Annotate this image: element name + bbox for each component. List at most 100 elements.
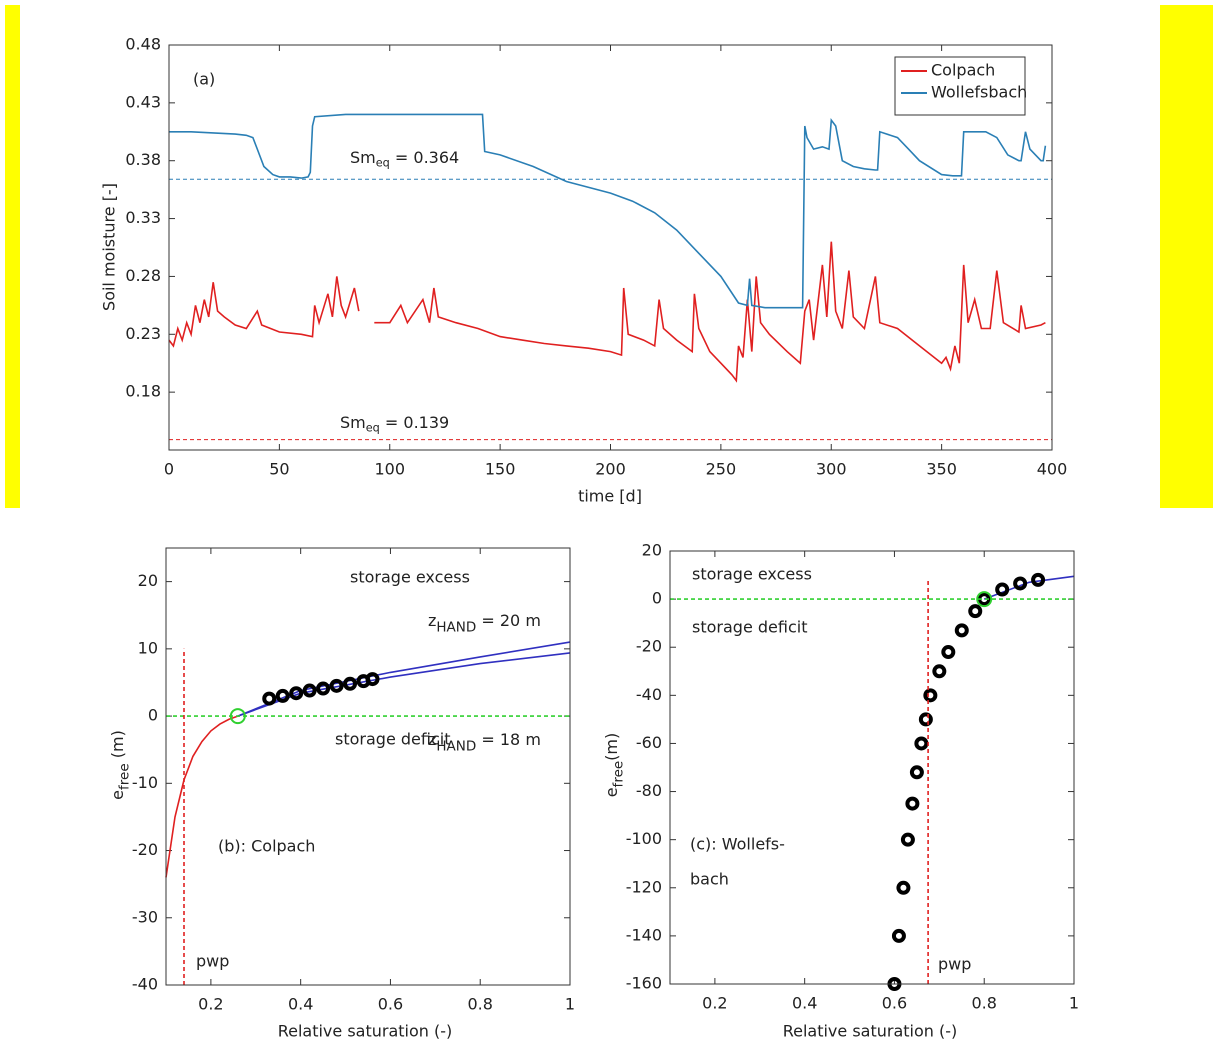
y-tick-label: 0	[652, 589, 662, 608]
series-line	[165, 715, 239, 878]
annotation: storage excess	[692, 565, 812, 584]
annotation: (b): Colpach	[218, 837, 315, 856]
marker	[262, 691, 277, 706]
legend-box	[894, 56, 1026, 116]
y-tick-label: 0.28	[125, 266, 161, 285]
x-tick-label: 400	[1037, 460, 1068, 479]
annotation-sub: HAND	[436, 619, 476, 635]
marker	[896, 880, 911, 895]
annotation: zHAND = 18 m	[428, 730, 541, 755]
annotation: zHAND = 20 m	[428, 611, 541, 636]
marker	[343, 676, 358, 691]
marker	[1013, 576, 1028, 591]
plot-frame	[168, 44, 1053, 451]
marker	[954, 623, 969, 638]
annotation-main: z	[428, 611, 436, 630]
y-tick-label: -160	[626, 974, 662, 993]
reference-label-main: Sm	[340, 413, 366, 432]
plot-frame	[669, 550, 1075, 985]
annotation: storage excess	[350, 568, 470, 587]
marker	[302, 683, 317, 698]
x-tick-label: 100	[374, 460, 405, 479]
annotation: storage deficit	[692, 618, 807, 637]
x-tick-label: 0.8	[971, 994, 996, 1013]
y-axis-label: Soil moisture [-]	[100, 183, 119, 311]
marker	[900, 832, 915, 847]
marker	[891, 928, 906, 943]
x-tick-label: 350	[926, 460, 957, 479]
reference-label: Smeq = 0.364	[350, 148, 459, 170]
annotation-tail: = 20 m	[476, 611, 541, 630]
x-tick-label: 0.6	[378, 995, 403, 1014]
x-tick-label: 1	[565, 995, 575, 1014]
legend-label: Wollefsbach	[931, 83, 1027, 102]
y-tick-label: -10	[132, 773, 158, 792]
annotation-tail: = 18 m	[476, 730, 541, 749]
marker	[918, 712, 933, 727]
x-axis-label: time [d]	[578, 487, 642, 506]
marker	[995, 582, 1010, 597]
y-axis-label-tail: (m)	[602, 733, 621, 761]
panel-label: (a)	[193, 70, 215, 89]
y-tick-label: -100	[626, 829, 662, 848]
y-tick-label: -120	[626, 877, 662, 896]
y-tick-label: -140	[626, 925, 662, 944]
reference-label-main: Sm	[350, 148, 376, 167]
y-tick-label: -30	[132, 907, 158, 926]
x-tick-label: 0.4	[792, 994, 817, 1013]
marker	[365, 672, 380, 687]
y-axis-label: efree(m)	[602, 733, 627, 798]
x-tick-label: 150	[485, 460, 516, 479]
annotation: pwp	[938, 955, 971, 974]
y-tick-label: 0.38	[125, 150, 161, 169]
annotation: pwp	[196, 952, 229, 971]
x-tick-label: 0.2	[198, 995, 223, 1014]
y-tick-label: 10	[138, 638, 158, 657]
y-tick-label: 0.48	[125, 35, 161, 54]
y-tick-label: 0.43	[125, 92, 161, 111]
annotation: (c): Wollefs-	[690, 835, 785, 854]
annotation: bach	[690, 870, 729, 889]
x-tick-label: 0.6	[882, 994, 907, 1013]
marker	[316, 681, 331, 696]
marker	[923, 688, 938, 703]
y-axis-label-main: e	[108, 790, 127, 800]
y-axis-label-tail: (m)	[108, 730, 127, 763]
x-tick-label: 0	[164, 460, 174, 479]
plot-area	[166, 548, 570, 985]
y-axis-label-sub: free	[610, 761, 626, 788]
y-tick-label: -40	[132, 975, 158, 994]
series-line	[168, 241, 1046, 383]
y-tick-label: 20	[642, 541, 662, 560]
marker	[229, 708, 246, 725]
y-tick-label: -20	[132, 840, 158, 859]
marker	[1031, 572, 1046, 587]
y-tick-label: 0.18	[125, 382, 161, 401]
yellow-bar	[1160, 5, 1213, 508]
x-tick-label: 0.2	[702, 994, 727, 1013]
yellow-bar	[5, 5, 20, 508]
marker	[941, 645, 956, 660]
x-tick-label: 300	[816, 460, 847, 479]
y-tick-label: 0	[148, 706, 158, 725]
reference-label-tail: = 0.139	[380, 413, 449, 432]
plot-frame	[165, 547, 571, 986]
x-tick-label: 50	[269, 460, 289, 479]
x-tick-label: 250	[706, 460, 737, 479]
y-tick-label: -80	[636, 781, 662, 800]
x-axis-label: Relative saturation (-)	[278, 1022, 453, 1041]
x-tick-label: 1	[1069, 994, 1079, 1013]
annotation-sub: HAND	[436, 738, 476, 754]
y-tick-label: 0.33	[125, 208, 161, 227]
y-tick-label: 20	[138, 571, 158, 590]
y-tick-label: 0.23	[125, 324, 161, 343]
y-axis-label-main: e	[602, 787, 621, 797]
marker	[909, 765, 924, 780]
y-tick-label: -40	[636, 685, 662, 704]
marker	[968, 604, 983, 619]
reference-label-sub: eq	[376, 156, 390, 169]
annotation: storage deficit	[335, 730, 450, 749]
x-axis-label: Relative saturation (-)	[783, 1022, 958, 1041]
y-tick-label: -60	[636, 733, 662, 752]
